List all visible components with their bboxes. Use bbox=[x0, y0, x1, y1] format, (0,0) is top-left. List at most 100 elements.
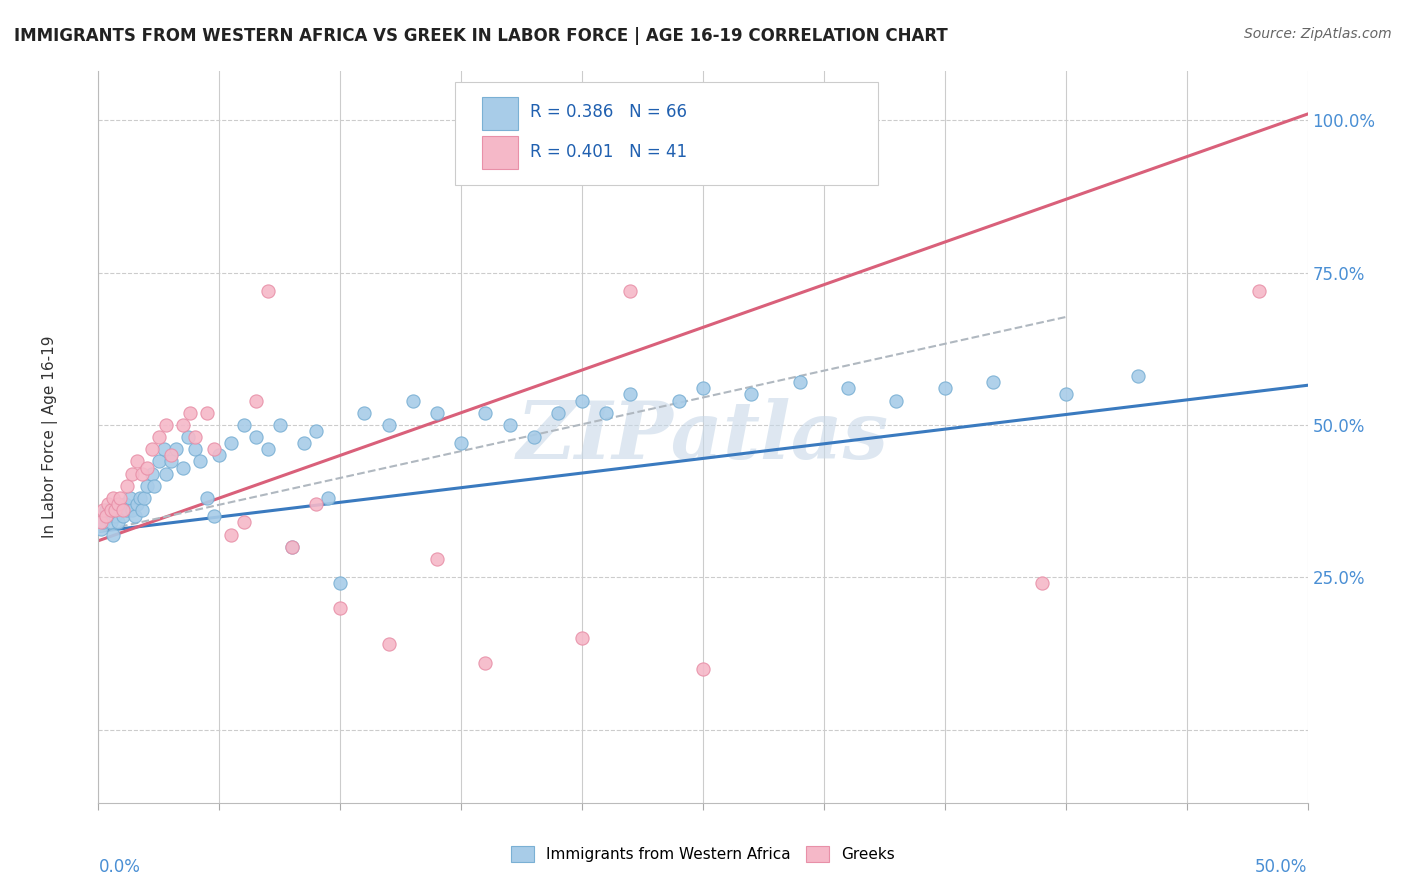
Point bbox=[155, 417, 177, 432]
Point bbox=[426, 406, 449, 420]
Point bbox=[172, 460, 194, 475]
FancyBboxPatch shape bbox=[456, 82, 879, 185]
Point bbox=[179, 406, 201, 420]
Point bbox=[131, 467, 153, 481]
Text: R = 0.386   N = 66: R = 0.386 N = 66 bbox=[530, 103, 688, 120]
Point bbox=[155, 467, 177, 481]
Point bbox=[141, 467, 163, 481]
Point bbox=[474, 656, 496, 670]
Point bbox=[316, 491, 339, 505]
Point bbox=[121, 503, 143, 517]
Point bbox=[148, 454, 170, 468]
Point bbox=[188, 454, 211, 468]
Point bbox=[143, 479, 166, 493]
Point bbox=[165, 442, 187, 457]
Point bbox=[232, 417, 254, 432]
Point bbox=[208, 448, 231, 462]
Point bbox=[94, 509, 117, 524]
Point bbox=[692, 381, 714, 395]
Point bbox=[837, 381, 859, 395]
Point bbox=[117, 479, 139, 493]
Point bbox=[740, 387, 762, 401]
Point bbox=[934, 381, 956, 395]
Point bbox=[100, 503, 122, 517]
Point bbox=[107, 516, 129, 530]
Point bbox=[292, 436, 315, 450]
Point bbox=[353, 406, 375, 420]
Text: ZIPatlas: ZIPatlas bbox=[517, 399, 889, 475]
Point bbox=[195, 491, 218, 505]
Legend: Immigrants from Western Africa, Greeks: Immigrants from Western Africa, Greeks bbox=[505, 840, 901, 868]
Point bbox=[571, 393, 593, 408]
Text: In Labor Force | Age 16-19: In Labor Force | Age 16-19 bbox=[42, 335, 58, 539]
Text: R = 0.401   N = 41: R = 0.401 N = 41 bbox=[530, 143, 688, 161]
Point bbox=[124, 509, 146, 524]
Point bbox=[177, 430, 200, 444]
Point bbox=[127, 497, 149, 511]
Point bbox=[547, 406, 569, 420]
Text: 50.0%: 50.0% bbox=[1256, 858, 1308, 876]
Point bbox=[160, 454, 183, 468]
Point bbox=[148, 430, 170, 444]
Point bbox=[498, 417, 520, 432]
Point bbox=[204, 442, 226, 457]
Point bbox=[281, 540, 304, 554]
Text: 0.0%: 0.0% bbox=[98, 858, 141, 876]
Point bbox=[245, 430, 267, 444]
Point bbox=[141, 442, 163, 457]
Point bbox=[121, 467, 143, 481]
Point bbox=[1054, 387, 1077, 401]
Point bbox=[90, 516, 112, 530]
Point bbox=[152, 442, 174, 457]
Point bbox=[523, 430, 546, 444]
Point bbox=[101, 527, 124, 541]
Point bbox=[90, 521, 112, 535]
Point bbox=[305, 424, 328, 438]
Point bbox=[108, 491, 131, 505]
Point bbox=[232, 516, 254, 530]
Point bbox=[450, 436, 472, 450]
Point bbox=[118, 491, 141, 505]
Point bbox=[305, 497, 328, 511]
Point bbox=[108, 503, 131, 517]
FancyBboxPatch shape bbox=[482, 97, 517, 130]
Point bbox=[765, 131, 787, 145]
Point bbox=[1031, 576, 1053, 591]
Point bbox=[204, 509, 226, 524]
Point bbox=[111, 509, 134, 524]
Point bbox=[474, 406, 496, 420]
Point bbox=[127, 454, 149, 468]
Point bbox=[256, 284, 278, 298]
Point bbox=[619, 387, 641, 401]
Point bbox=[221, 527, 243, 541]
Point bbox=[97, 497, 120, 511]
Point bbox=[377, 637, 399, 651]
Point bbox=[117, 503, 139, 517]
Point bbox=[619, 284, 641, 298]
Point bbox=[107, 497, 129, 511]
Point bbox=[184, 430, 207, 444]
Point bbox=[114, 497, 136, 511]
Point bbox=[329, 600, 352, 615]
Point bbox=[329, 576, 352, 591]
Point bbox=[195, 406, 218, 420]
Point bbox=[981, 376, 1004, 390]
Point bbox=[886, 393, 908, 408]
Point bbox=[91, 503, 114, 517]
Point bbox=[104, 503, 127, 517]
Point bbox=[94, 503, 117, 517]
Point bbox=[135, 460, 157, 475]
Point bbox=[571, 632, 593, 646]
Point bbox=[101, 491, 124, 505]
Text: Source: ZipAtlas.com: Source: ZipAtlas.com bbox=[1244, 27, 1392, 41]
Point bbox=[160, 448, 183, 462]
Point bbox=[402, 393, 425, 408]
Point bbox=[128, 491, 150, 505]
Point bbox=[256, 442, 278, 457]
Point bbox=[269, 417, 291, 432]
Point bbox=[692, 662, 714, 676]
Point bbox=[595, 406, 617, 420]
Point bbox=[134, 491, 156, 505]
Point bbox=[135, 479, 157, 493]
Point bbox=[111, 503, 134, 517]
